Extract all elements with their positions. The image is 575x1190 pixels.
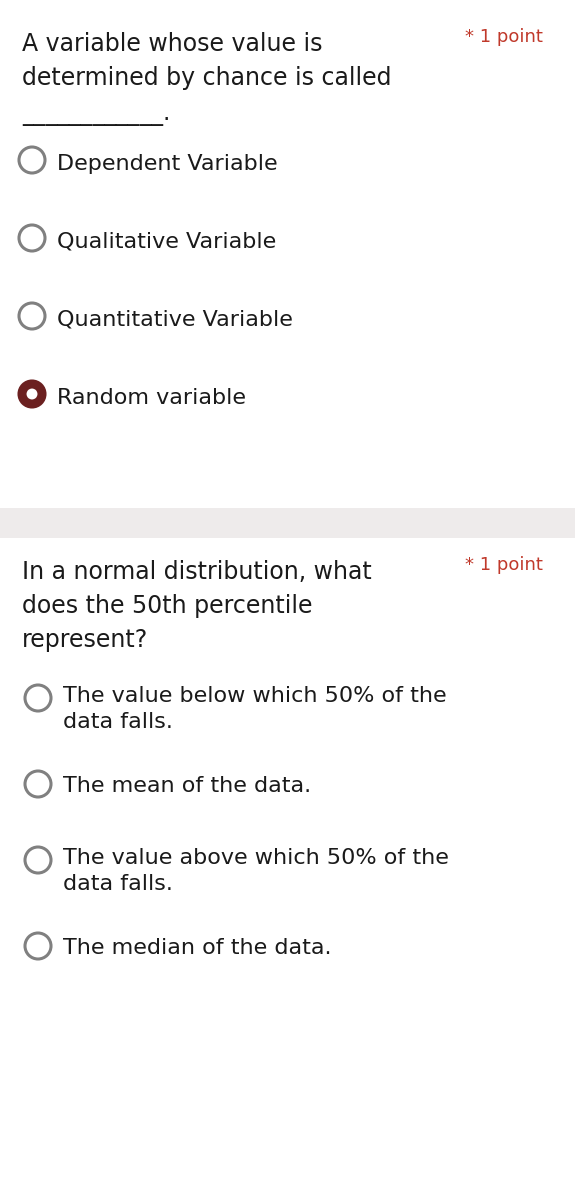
Text: Random variable: Random variable — [57, 388, 246, 408]
Text: * 1 point: * 1 point — [465, 556, 543, 574]
Text: A variable whose value is: A variable whose value is — [22, 32, 323, 56]
Circle shape — [25, 847, 51, 873]
Text: determined by chance is called: determined by chance is called — [22, 65, 392, 90]
Text: does the 50th percentile: does the 50th percentile — [22, 594, 312, 618]
Text: In a normal distribution, what: In a normal distribution, what — [22, 560, 372, 584]
Text: Qualitative Variable: Qualitative Variable — [57, 232, 276, 252]
Text: ____________.: ____________. — [22, 102, 170, 126]
Circle shape — [19, 148, 45, 173]
Bar — [0, 508, 575, 538]
Text: The mean of the data.: The mean of the data. — [63, 776, 311, 796]
Text: The value below which 50% of the: The value below which 50% of the — [63, 685, 447, 706]
Circle shape — [25, 685, 51, 710]
Text: Quantitative Variable: Quantitative Variable — [57, 311, 293, 330]
Circle shape — [25, 771, 51, 797]
Text: Dependent Variable: Dependent Variable — [57, 154, 278, 174]
Circle shape — [25, 933, 51, 959]
Text: * 1 point: * 1 point — [465, 29, 543, 46]
Circle shape — [26, 389, 37, 400]
Circle shape — [19, 381, 45, 407]
Circle shape — [19, 303, 45, 328]
Circle shape — [19, 225, 45, 251]
Text: represent?: represent? — [22, 628, 148, 652]
Text: data falls.: data falls. — [63, 873, 173, 894]
Text: The value above which 50% of the: The value above which 50% of the — [63, 848, 449, 868]
Text: data falls.: data falls. — [63, 712, 173, 732]
Text: The median of the data.: The median of the data. — [63, 938, 332, 958]
